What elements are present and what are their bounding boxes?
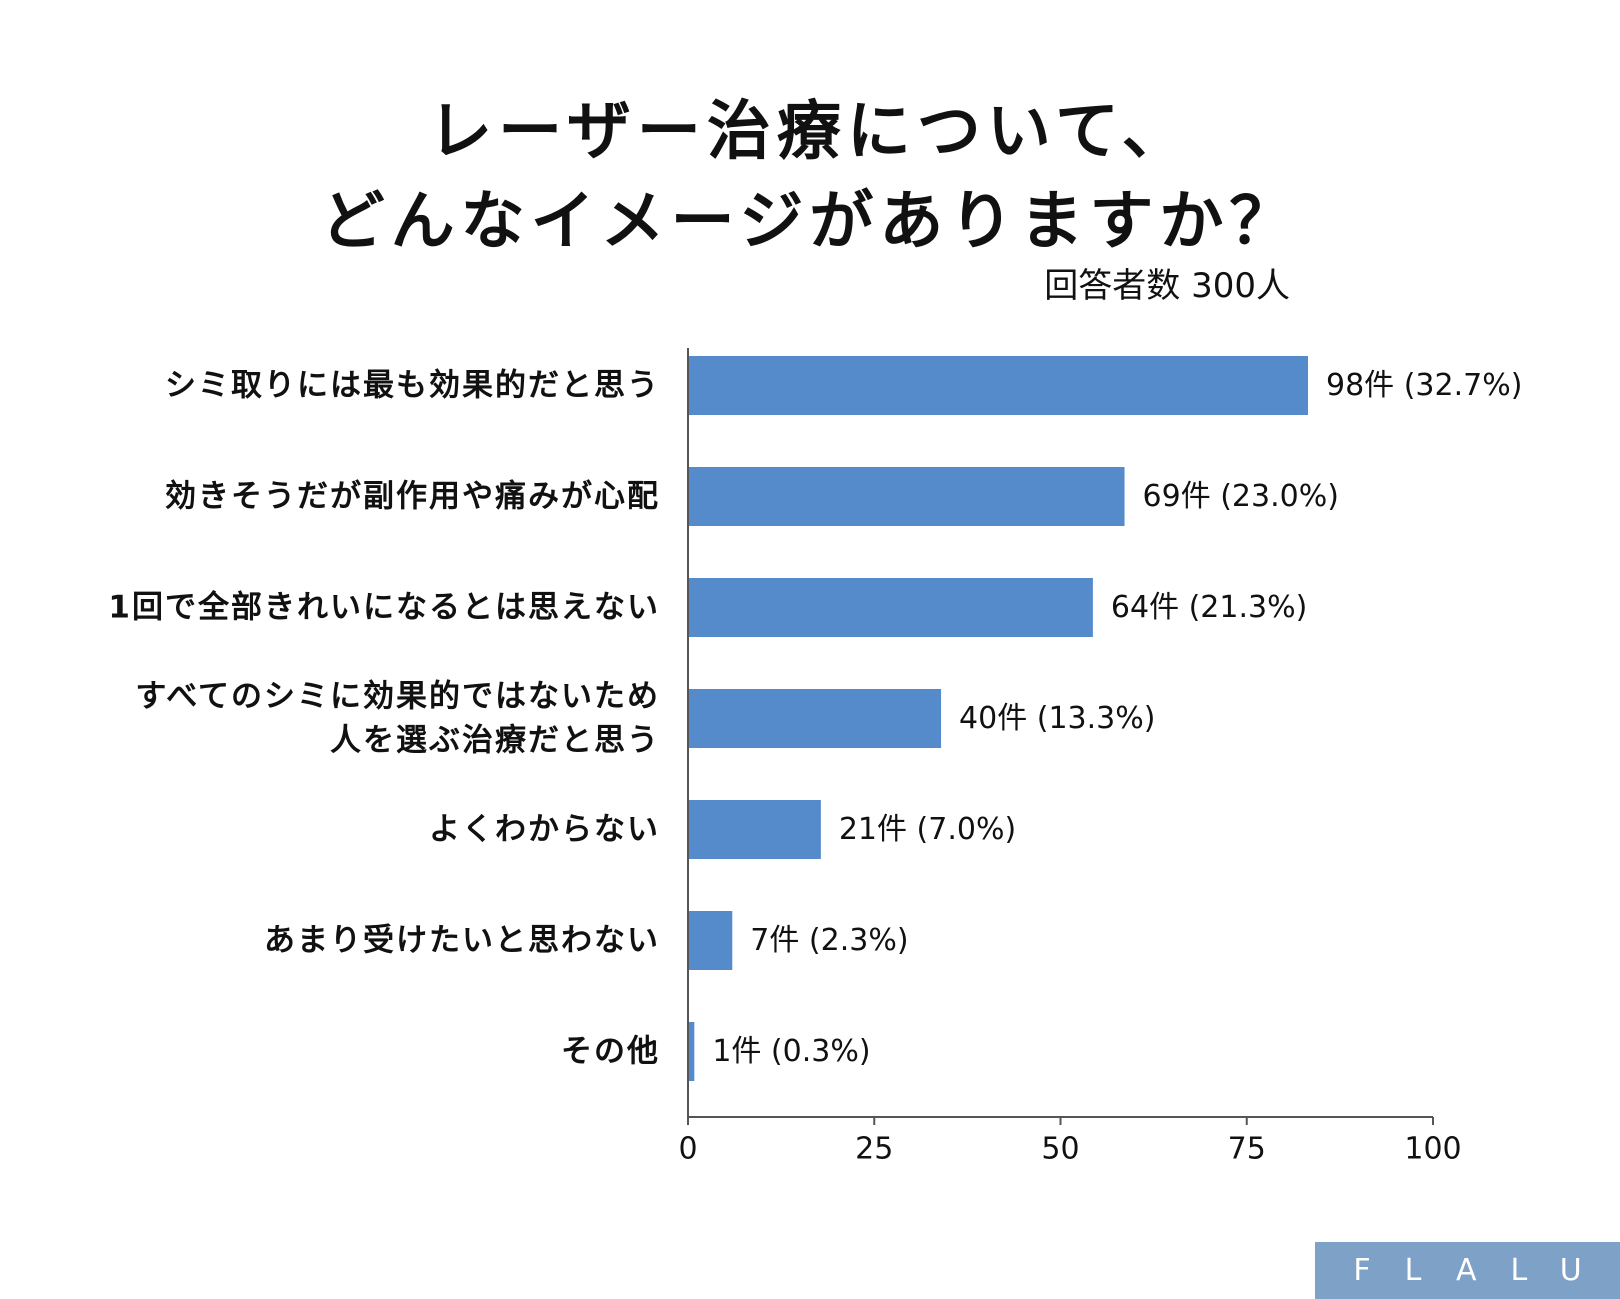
data-label-5: 7件 (2.3%) [750,923,908,958]
chart-title-line-1: レーザー治療について、 [428,95,1192,169]
respondent-count: 回答者数 300人 [1044,266,1290,306]
category-label-3-line-0: すべてのシミに効果的ではないため [135,679,660,715]
category-label-1: 効きそうだが副作用や痛みが心配 [165,479,660,515]
category-label-5: あまり受けたいと思わない [264,923,660,959]
category-label-6: その他 [561,1034,660,1070]
bar-1 [688,467,1125,526]
bar-0 [688,356,1308,415]
bar-3 [688,689,942,748]
bar-5 [688,911,733,970]
data-label-2: 64件 (21.3%) [1111,590,1307,625]
data-label-1: 69件 (23.0%) [1143,479,1339,514]
category-label-4: よくわからない [429,812,660,848]
bar-4 [688,800,821,859]
x-tick-label-1: 25 [855,1132,893,1167]
x-tick-label-4: 100 [1404,1132,1461,1167]
data-label-0: 98件 (32.7%) [1326,368,1522,403]
bar-2 [688,578,1093,637]
chart-title-line-2: どんなイメージがありますか？ [320,185,1300,259]
data-label-6: 1件 (0.3%) [712,1034,870,1069]
category-label-3-line-1: 人を選ぶ治療だと思う [330,723,660,759]
x-tick-label-2: 50 [1041,1132,1079,1167]
bar-chart: シミ取りには最も効果的だと思う 98件 (32.7%) 効きそうだが副作用や痛みが心… [108,348,1522,1167]
bar-6 [688,1022,695,1081]
category-label-0: シミ取りには最も効果的だと思う [165,368,660,404]
x-tick-label-3: 75 [1228,1132,1266,1167]
data-label-3: 40件 (13.3%) [959,701,1155,736]
category-label-2: 1回で全部きれいになるとは思えない [108,590,660,626]
data-label-4: 21件 (7.0%) [839,812,1016,847]
x-tick-label-0: 0 [678,1132,697,1167]
brand-logo: FLALU [1315,1242,1620,1299]
